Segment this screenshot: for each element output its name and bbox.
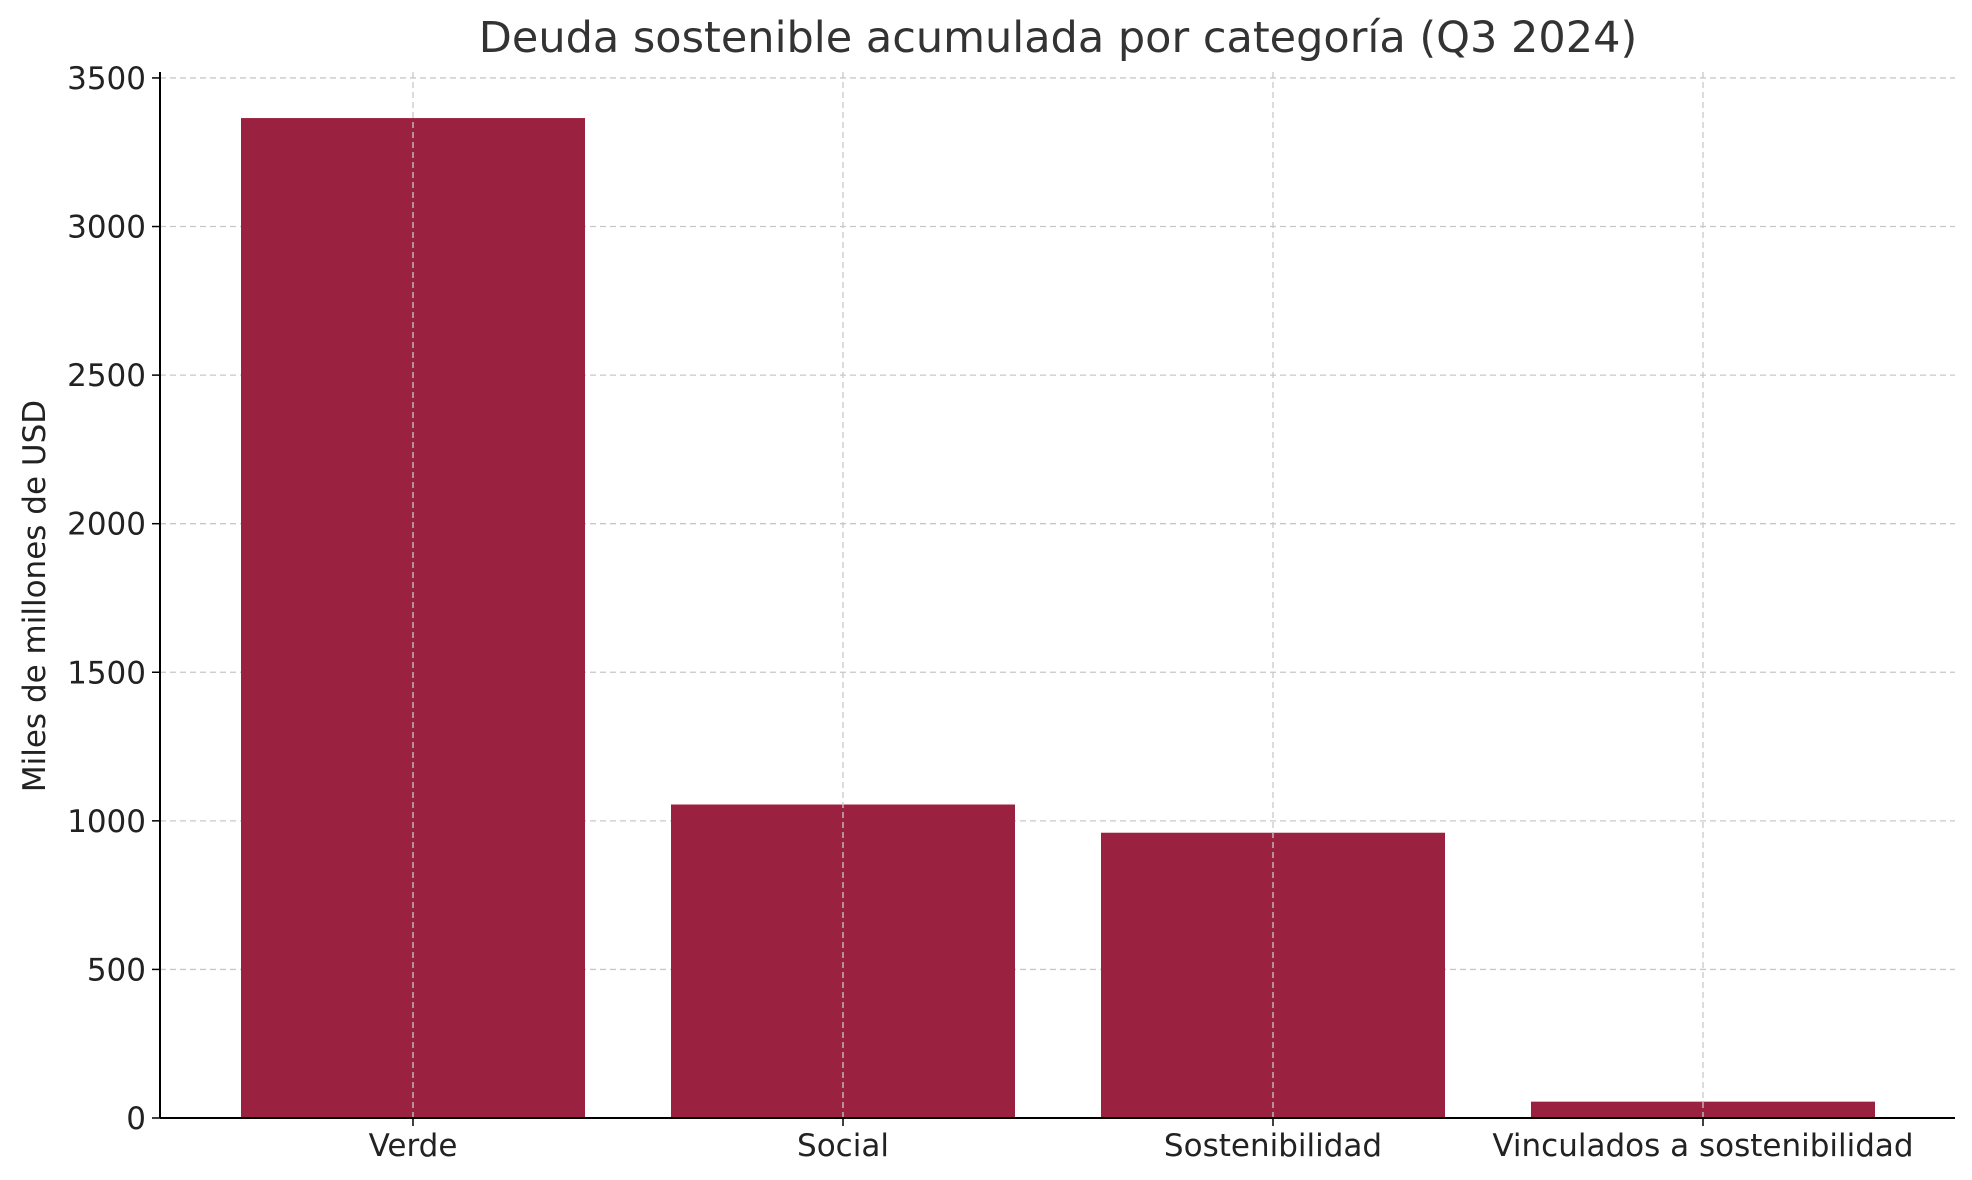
axes xyxy=(159,72,1955,1119)
x-tick-label: Verde xyxy=(369,1128,458,1164)
x-ticks: Verde Social Sostenibilidad Vinculados a so… xyxy=(369,1118,1914,1164)
bar xyxy=(1531,1101,1875,1118)
x-tick-label: Vinculados a sostenibilidad xyxy=(1492,1128,1913,1164)
x-tick-label: Sostenibilidad xyxy=(1164,1128,1382,1164)
y-tick-label: 1000 xyxy=(67,804,146,840)
x-tick-label: Social xyxy=(797,1128,889,1164)
y-tick-label: 2500 xyxy=(67,358,146,394)
y-ticks: 0 500 1000 1500 2000 2500 3000 3500 xyxy=(67,61,160,1137)
bars xyxy=(241,118,1875,1118)
chart-title: Deuda sostenible acumulada por categoría… xyxy=(479,13,1637,63)
y-tick-label: 3500 xyxy=(67,61,146,97)
bar xyxy=(671,804,1015,1118)
y-tick-label: 2000 xyxy=(67,507,146,543)
y-axis-label: Miles de millones de USD xyxy=(17,400,53,792)
y-tick-label: 1500 xyxy=(67,655,146,691)
y-tick-label: 0 xyxy=(126,1101,146,1137)
bar xyxy=(241,118,585,1118)
y-tick-label: 500 xyxy=(87,952,146,988)
y-tick-label: 3000 xyxy=(67,210,146,246)
vertical-gridlines xyxy=(412,72,1704,1118)
